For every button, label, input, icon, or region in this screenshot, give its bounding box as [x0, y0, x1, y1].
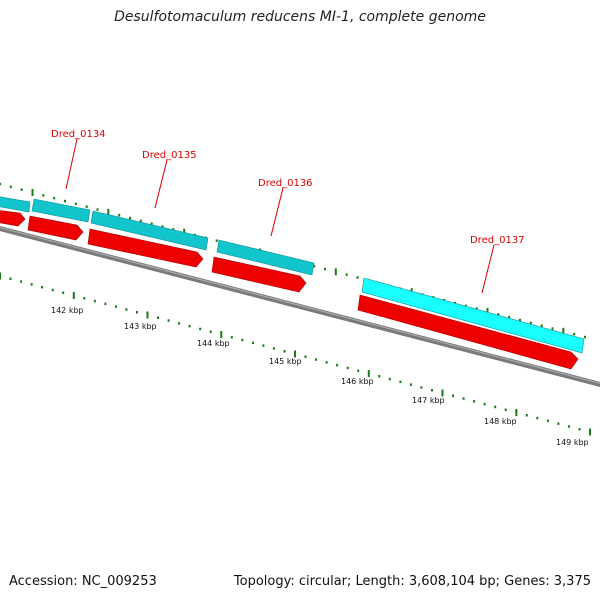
cds-track[interactable] — [0, 210, 579, 370]
gene-label[interactable]: Dred_0134 — [51, 129, 106, 140]
leader-line-dred-0134 — [65, 138, 78, 190]
gene-arrow-dred-0134[interactable] — [31, 198, 91, 223]
scale-label: 147 kbp — [412, 396, 445, 405]
gene-arrow-dred-0135[interactable] — [90, 210, 209, 251]
map-title: Desulfotomaculum reducens MI-1, complete… — [114, 9, 486, 25]
cds-arrow-dred-0133[interactable] — [0, 210, 26, 227]
gene-label[interactable]: Dred_0137 — [470, 235, 525, 246]
genome-backbone — [0, 226, 600, 387]
cds-arrow-dred-0137[interactable] — [357, 294, 579, 370]
scale-label: 143 kbp — [124, 322, 157, 331]
gene-label[interactable]: Dred_0135 — [142, 150, 197, 161]
genome-backbone-highlight — [0, 227, 600, 384]
genome-summary: Topology: circular; Length: 3,608,104 bp… — [233, 574, 591, 589]
scale-label: 149 kbp — [556, 438, 589, 447]
gene-label-leaders — [65, 138, 495, 294]
scale-label: 142 kbp — [51, 306, 84, 315]
scale-label: 148 kbp — [484, 417, 517, 426]
leader-line-dred-0137 — [481, 244, 495, 294]
gene-arrow-dred-0137[interactable] — [361, 277, 585, 354]
cds-arrow-dred-0135[interactable] — [87, 228, 204, 268]
scale-label: 145 kbp — [269, 357, 302, 366]
cds-arrow-dred-0134[interactable] — [27, 215, 84, 241]
gene-track[interactable] — [0, 196, 585, 354]
accession-label: Accession: NC_009253 — [9, 574, 157, 589]
gene-arrow-dred-0136[interactable] — [216, 239, 315, 276]
inner-scale-ticks — [0, 272, 591, 436]
scale-labels: 142 kbp 143 kbp 144 kbp 145 kbp 146 kbp … — [51, 306, 589, 447]
leader-line-dred-0135 — [154, 159, 168, 209]
cds-arrow-dred-0136[interactable] — [211, 256, 307, 293]
scale-label: 146 kbp — [341, 377, 374, 386]
leader-line-dred-0136 — [270, 187, 284, 237]
gene-labels: Dred_0134 Dred_0135 Dred_0136 Dred_0137 — [51, 129, 525, 246]
gene-label[interactable]: Dred_0136 — [258, 178, 313, 189]
scale-label: 144 kbp — [197, 339, 230, 348]
gene-arrow-dred-0133[interactable] — [0, 196, 31, 213]
